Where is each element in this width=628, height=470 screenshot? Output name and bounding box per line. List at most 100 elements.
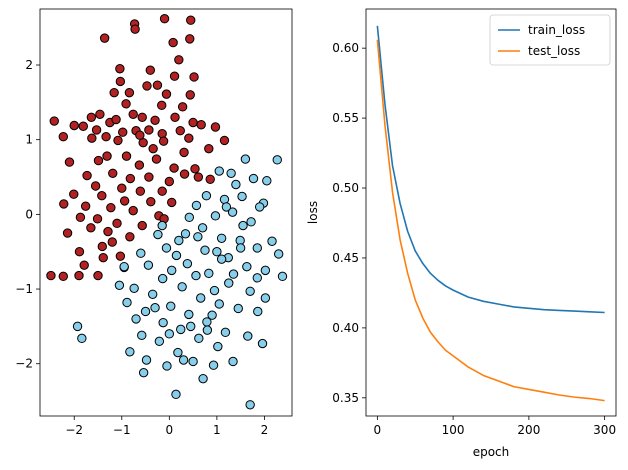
red-class-point	[74, 247, 85, 257]
blue-class-point	[245, 400, 255, 410]
blue-class-point	[208, 360, 219, 370]
red-class-point	[135, 130, 145, 140]
red-class-point	[135, 186, 146, 196]
red-class-point	[137, 112, 147, 122]
red-class-point	[161, 89, 172, 99]
red-class-point	[109, 87, 119, 98]
axes-frame	[39, 8, 293, 417]
blue-class-point	[171, 250, 182, 261]
blue-class-point	[242, 261, 252, 272]
y-tick-label: 0.60	[332, 41, 359, 55]
red-class-point	[111, 114, 121, 125]
blue-class-point	[267, 236, 277, 246]
red-class-point	[152, 80, 163, 90]
red-class-point	[175, 126, 185, 136]
blue-class-point	[131, 314, 141, 324]
blue-class-point	[176, 324, 186, 335]
red-class-point	[78, 121, 88, 131]
red-class-point	[101, 132, 111, 142]
y-tick-label: 0.50	[332, 181, 359, 195]
red-class-point	[128, 109, 138, 119]
blue-class-point	[173, 347, 183, 358]
blue-class-point	[157, 273, 168, 284]
blue-class-point	[216, 233, 227, 243]
blue-class-point	[277, 271, 288, 282]
blue-class-point	[233, 303, 243, 314]
red-class-point	[137, 220, 147, 231]
red-class-point	[184, 133, 194, 143]
red-class-point	[128, 205, 138, 216]
legend: train_loss test_loss	[489, 14, 611, 66]
blue-class-point	[243, 331, 253, 341]
loss-curve-axes: 0 100 200 300 0.35 0.40 0.45 0.50 0.55 0.60 epoch l…	[306, 8, 617, 459]
blue-class-point	[231, 179, 241, 190]
red-class-point	[80, 201, 91, 211]
red-class-point	[159, 14, 170, 24]
blue-class-point	[194, 333, 204, 344]
red-class-point	[87, 133, 97, 143]
blue-class-point	[224, 278, 234, 288]
red-class-point	[157, 100, 167, 111]
blue-class-point	[177, 282, 187, 292]
red-class-point	[134, 160, 145, 170]
blue-class-point	[129, 283, 139, 293]
red-class-point	[189, 72, 199, 82]
blue-class-point	[114, 280, 125, 291]
y-tick-label: 0	[25, 207, 33, 221]
red-class-point	[112, 218, 122, 229]
red-class-point	[145, 65, 156, 75]
blue-class-point	[228, 356, 238, 367]
blue-class-point	[147, 289, 158, 299]
red-class-point	[177, 102, 188, 112]
x-tick-label: 1	[213, 423, 221, 437]
blue-class-point	[154, 336, 165, 347]
y-tick-label: 0.40	[332, 321, 359, 335]
blue-class-point	[196, 293, 206, 303]
blue-class-point	[188, 356, 198, 367]
x-tick-label: −2	[65, 423, 83, 437]
red-class-point	[205, 174, 215, 184]
blue-class-point	[137, 330, 147, 341]
blue-class-point	[180, 229, 191, 239]
red-class-point	[204, 143, 214, 154]
blue-class-point	[273, 249, 284, 259]
blue-class-point	[157, 220, 167, 231]
blue-class-point	[186, 321, 196, 332]
red-class-point	[169, 163, 179, 173]
blue-class-point	[254, 202, 265, 212]
red-class-point	[64, 157, 75, 167]
y-tick-label: −1	[15, 282, 33, 296]
blue-class-point	[197, 223, 208, 233]
blue-class-point	[257, 338, 268, 349]
blue-class-point	[191, 200, 202, 211]
blue-class-point	[178, 355, 189, 365]
red-class-point	[79, 260, 89, 270]
blue-class-point	[272, 155, 282, 165]
red-class-point	[146, 196, 156, 207]
red-class-point	[62, 228, 73, 238]
red-class-point	[102, 151, 112, 161]
red-class-point	[124, 87, 135, 98]
red-class-point	[125, 173, 136, 184]
red-class-point	[185, 34, 195, 44]
red-class-point	[158, 136, 169, 146]
x-axis-label: epoch	[473, 445, 510, 459]
red-class-point	[75, 212, 86, 223]
red-class-point	[82, 170, 92, 181]
blue-class-point	[252, 273, 262, 283]
red-class-point	[118, 127, 128, 137]
red-class-point	[113, 135, 123, 146]
blue-class-point	[202, 325, 213, 335]
blue-class-point	[158, 317, 168, 328]
red-class-point	[92, 214, 103, 224]
blue-class-point	[214, 166, 224, 176]
red-class-point	[90, 181, 101, 191]
blue-class-point	[143, 260, 154, 270]
blue-class-point	[153, 229, 163, 240]
red-class-point	[93, 155, 104, 166]
red-class-point	[93, 270, 103, 281]
blue-class-point	[220, 327, 231, 338]
blue-class-point	[77, 333, 87, 344]
red-class-point	[142, 81, 152, 91]
